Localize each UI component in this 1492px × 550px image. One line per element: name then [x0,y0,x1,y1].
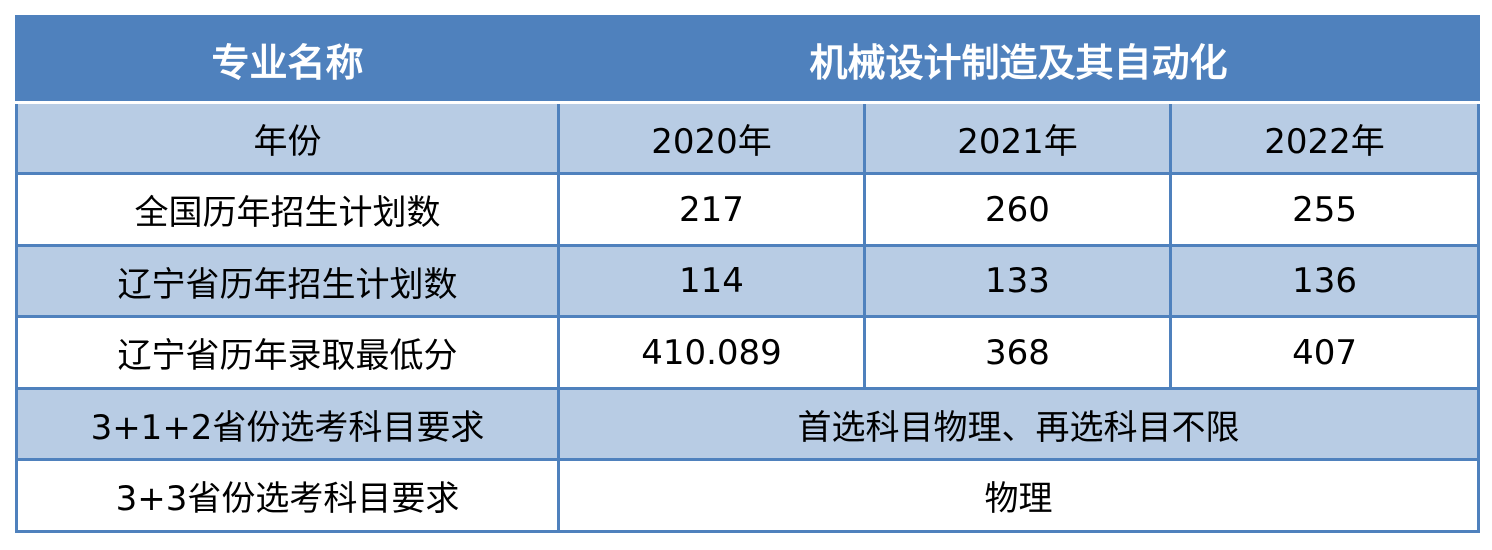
cell: 133 [863,243,1172,319]
row-label: 全国历年招生计划数 [15,172,560,247]
requirement-row: 3+3省份选考科目要求 物理 [15,458,1481,533]
row-label: 3+1+2省份选考科目要求 [15,386,560,462]
header-label: 专业名称 [15,15,560,104]
info-table: 专业名称 机械设计制造及其自动化 年份 2020年 2021年 2022年 全国… [15,15,1481,533]
data-row: 全国历年招生计划数 217 260 255 [15,172,1481,247]
cell: 368 [863,315,1172,390]
year-row: 年份 2020年 2021年 2022年 [15,100,1481,176]
data-row: 辽宁省历年招生计划数 114 133 136 [15,243,1481,319]
cell: 114 [557,243,866,319]
data-row: 辽宁省历年录取最低分 410.089 368 407 [15,315,1481,390]
row-label: 辽宁省历年录取最低分 [15,315,560,390]
row-label: 辽宁省历年招生计划数 [15,243,560,319]
column-header: 年份 [15,100,560,176]
column-header: 2021年 [863,100,1172,176]
major-name: 机械设计制造及其自动化 [556,15,1481,104]
cell: 217 [557,172,866,247]
column-header: 2022年 [1168,100,1481,176]
cell: 136 [1168,243,1481,319]
cell: 物理 [556,458,1481,533]
cell: 410.089 [557,315,866,390]
requirement-row: 3+1+2省份选考科目要求 首选科目物理、再选科目不限 [15,386,1481,462]
cell: 255 [1168,172,1481,247]
cell: 260 [863,172,1172,247]
cell: 首选科目物理、再选科目不限 [556,386,1481,462]
header-row: 专业名称 机械设计制造及其自动化 [15,15,1481,104]
column-header: 2020年 [557,100,866,176]
row-label: 3+3省份选考科目要求 [15,458,560,533]
cell: 407 [1168,315,1481,390]
